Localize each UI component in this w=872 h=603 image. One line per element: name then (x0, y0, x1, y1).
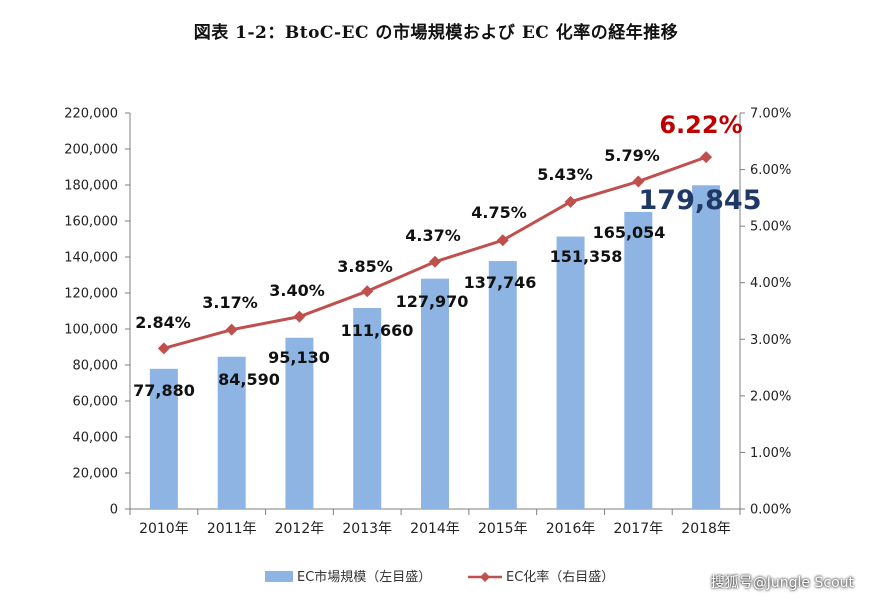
x-tick-label: 2010年 (139, 521, 189, 537)
x-tick-label: 2013年 (342, 521, 392, 537)
bar (556, 236, 585, 509)
y-right-tick-label: 7.00% (750, 107, 791, 122)
bar (353, 308, 382, 509)
y-left-tick-label: 0 (110, 503, 118, 518)
chart-title: 図表 1-2：BtoC-EC の市場規模および EC 化率の経年推移 (193, 23, 679, 43)
y-right-tick-label: 4.00% (750, 276, 791, 291)
y-left-tick-label: 200,000 (64, 143, 118, 158)
bar-value-label: 127,970 (396, 292, 469, 311)
y-left-tick-label: 180,000 (64, 179, 118, 194)
x-tick-label: 2014年 (410, 521, 460, 537)
line-point (429, 255, 441, 268)
line-value-label: 4.37% (405, 226, 461, 245)
y-right-tick-label: 3.00% (750, 333, 791, 348)
line-value-label: 5.43% (537, 165, 593, 184)
line-value-label: 2.84% (135, 313, 191, 332)
line-point (700, 151, 713, 164)
bar-value-label: 137,746 (464, 273, 537, 292)
bar-value-label: 84,590 (218, 370, 280, 389)
line-value-label: 3.85% (337, 257, 393, 276)
y-left-tick-label: 20,000 (73, 467, 119, 482)
y-left-tick-label: 140,000 (64, 251, 118, 266)
y-right-tick-label: 6.00% (750, 163, 791, 178)
y-left-tick-label: 160,000 (64, 215, 118, 230)
line-point (564, 195, 577, 208)
bar (217, 356, 246, 509)
legend-line-label: EC化率（右目盛） (506, 569, 614, 585)
y-right-tick-label: 0.00% (750, 503, 791, 518)
y-right-tick-label: 2.00% (750, 389, 791, 404)
bar-value-label: 165,054 (593, 223, 666, 242)
x-tick-label: 2016年 (546, 521, 596, 537)
x-tick-label: 2012年 (275, 521, 325, 537)
x-tick-label: 2017年 (614, 521, 664, 537)
y-left-tick-label: 60,000 (73, 395, 119, 410)
line-value-label: 4.75% (471, 203, 527, 222)
y-left-tick-label: 220,000 (64, 107, 118, 122)
x-tick-label: 2015年 (478, 521, 528, 537)
bar (149, 368, 178, 509)
line-point (225, 323, 238, 336)
bar-value-label: 77,880 (133, 381, 195, 400)
bar (692, 185, 721, 510)
line-point (157, 342, 170, 355)
y-left-tick-label: 80,000 (73, 359, 119, 374)
legend-bar-swatch (265, 571, 293, 582)
bar (285, 337, 314, 509)
bar-value-label: 111,660 (341, 321, 414, 340)
y-left-tick-label: 120,000 (64, 287, 118, 302)
legend-bar-label: EC市場規模（左目盛） (297, 569, 431, 585)
bar-value-label: 179,845 (639, 185, 762, 216)
bar (624, 211, 653, 509)
y-right-tick-label: 5.00% (750, 220, 791, 235)
x-tick-label: 2018年 (681, 521, 731, 537)
bar-value-label: 95,130 (268, 348, 330, 367)
line-point (632, 175, 645, 188)
y-right-tick-label: 1.00% (750, 446, 791, 461)
bar-value-label: 151,358 (550, 247, 623, 266)
bar (421, 278, 449, 509)
y-left-tick-label: 40,000 (73, 431, 119, 446)
y-left-tick-label: 100,000 (64, 323, 118, 338)
x-tick-label: 2011年 (207, 521, 257, 537)
legend-line-marker (480, 572, 490, 582)
line-point (361, 285, 374, 298)
line-value-label: 5.79% (604, 146, 660, 165)
line-point (496, 234, 509, 247)
watermark: 搜狐号@Jungle Scout (710, 575, 854, 591)
line-value-label: 3.40% (269, 281, 325, 300)
line-value-label: 3.17% (202, 293, 258, 312)
line-point (293, 310, 306, 323)
bar (488, 261, 517, 509)
line-value-label: 6.22% (659, 111, 742, 139)
